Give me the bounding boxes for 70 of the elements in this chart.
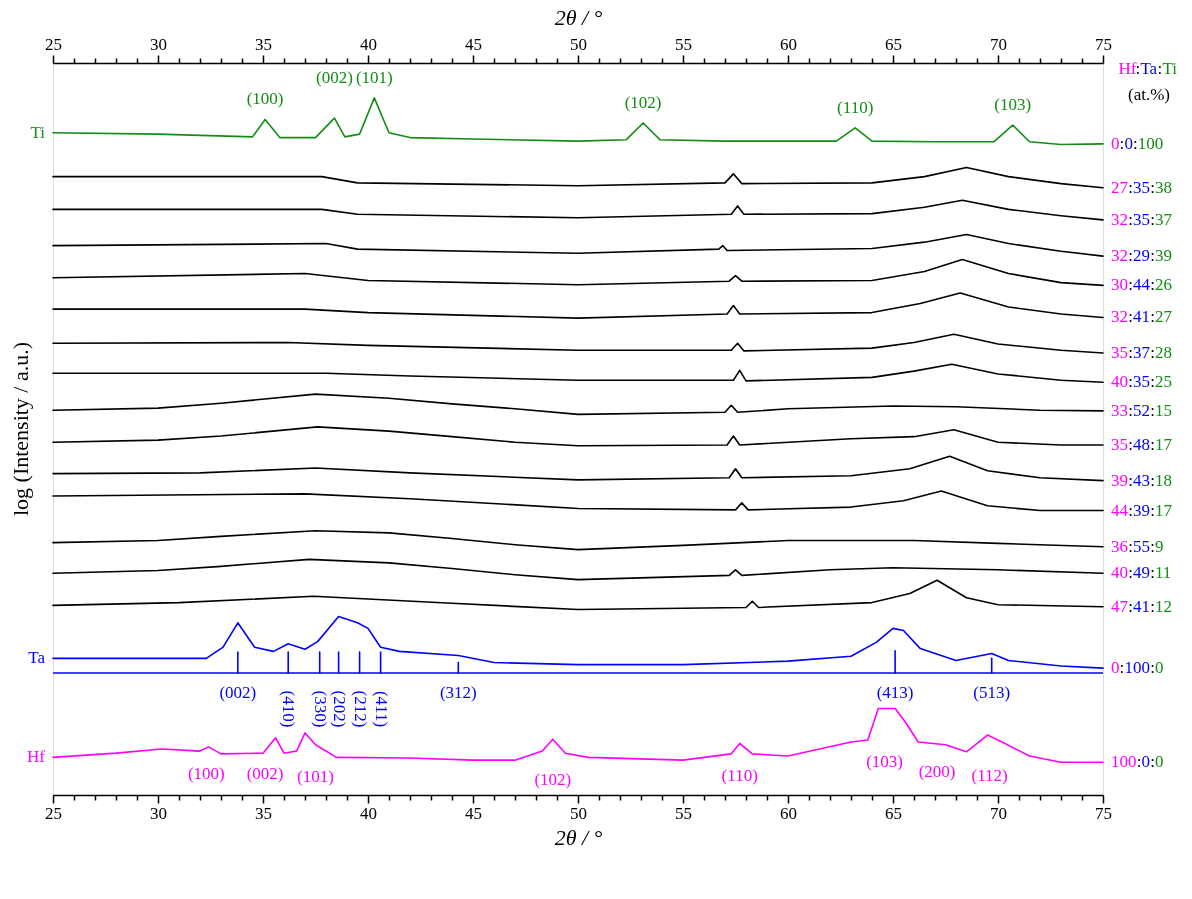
x2-tick-label: 40 xyxy=(360,34,377,54)
series-label: 32:29:39 xyxy=(1111,246,1172,266)
x2-axis-title: 2θ / ° xyxy=(554,4,603,30)
annotation: (410) xyxy=(279,690,299,728)
annotation: Ta xyxy=(28,648,46,668)
series-label: 47:41:12 xyxy=(1111,596,1172,616)
series-label: 35:48:17 xyxy=(1111,435,1173,455)
series-label: 36:55:9 xyxy=(1111,536,1164,556)
series-label: 0:0:100 xyxy=(1111,133,1164,153)
annotation: (413) xyxy=(876,683,914,702)
annotation: (100) xyxy=(246,89,284,109)
series-label: 33:52:15 xyxy=(1111,400,1172,420)
annotation: (112) xyxy=(971,765,1008,785)
annotation: (513) xyxy=(973,683,1011,702)
annotation: (002) xyxy=(219,683,257,702)
annotation: (101) xyxy=(297,767,334,787)
annotation: (100) xyxy=(187,763,225,783)
series-label: 40:49:11 xyxy=(1111,563,1172,583)
x2-tick-label: 45 xyxy=(465,34,482,54)
annotation: (212) xyxy=(350,690,370,728)
x-tick-label: 25 xyxy=(45,803,62,823)
annotation: (312) xyxy=(439,683,477,702)
x-tick-label: 75 xyxy=(1095,803,1112,823)
x2-tick-label: 75 xyxy=(1095,34,1112,54)
x-tick-label: 30 xyxy=(150,803,167,823)
x-axis-title: 2θ / ° xyxy=(554,824,603,850)
y-axis-title: log (Intensity / a.u.) xyxy=(8,341,33,517)
annotation: (103) xyxy=(994,95,1032,115)
series-label: 32:41:27 xyxy=(1111,307,1173,327)
series-label: 0:100:0 xyxy=(1111,658,1164,678)
annotation: (002) xyxy=(315,67,353,87)
x-tick-label: 35 xyxy=(255,803,272,823)
series-label: 35:37:28 xyxy=(1111,343,1172,363)
annotation: (202) xyxy=(329,690,349,728)
x-tick-label: 40 xyxy=(360,803,377,823)
annotation: Hf xyxy=(27,747,46,767)
annotation: (110) xyxy=(721,765,758,785)
x-tick-label: 70 xyxy=(990,803,1007,823)
series-label: 40:35:25 xyxy=(1111,372,1172,392)
series-label: 100:0:0 xyxy=(1111,752,1164,772)
annotation: (200) xyxy=(918,761,956,781)
x-tick-label: 55 xyxy=(675,803,692,823)
annotation: (102) xyxy=(534,770,572,790)
x2-tick-label: 30 xyxy=(150,34,167,54)
series-label: 39:43:18 xyxy=(1111,470,1172,490)
legend-title: Hf:Ta:Ti xyxy=(1118,59,1178,78)
x2-tick-label: 65 xyxy=(885,34,902,54)
series-label: 30:44:26 xyxy=(1111,275,1172,295)
annotation: (102) xyxy=(624,92,662,112)
x-tick-label: 60 xyxy=(780,803,797,823)
annotation: (101) xyxy=(355,67,393,87)
series-label: 32:35:37 xyxy=(1111,209,1173,229)
annotation: Ti xyxy=(30,122,46,142)
x2-tick-label: 55 xyxy=(675,34,692,54)
annotation: (002) xyxy=(246,763,284,783)
annotation: (411) xyxy=(371,690,391,728)
text: (at.%) xyxy=(1127,85,1171,104)
x-tick-label: 45 xyxy=(465,803,482,823)
x2-tick-label: 60 xyxy=(780,34,797,54)
x2-tick-label: 50 xyxy=(570,34,587,54)
series-label: 44:39:17 xyxy=(1111,500,1173,520)
x-tick-label: 65 xyxy=(885,803,902,823)
x2-tick-label: 25 xyxy=(45,34,62,54)
x-tick-label: 50 xyxy=(570,803,587,823)
x2-tick-label: 35 xyxy=(255,34,272,54)
annotation: (103) xyxy=(866,752,904,772)
annotation: (110) xyxy=(837,97,874,117)
series-label: 27:35:38 xyxy=(1111,177,1172,197)
x2-tick-label: 70 xyxy=(990,34,1007,54)
annotation: (330) xyxy=(310,690,330,728)
